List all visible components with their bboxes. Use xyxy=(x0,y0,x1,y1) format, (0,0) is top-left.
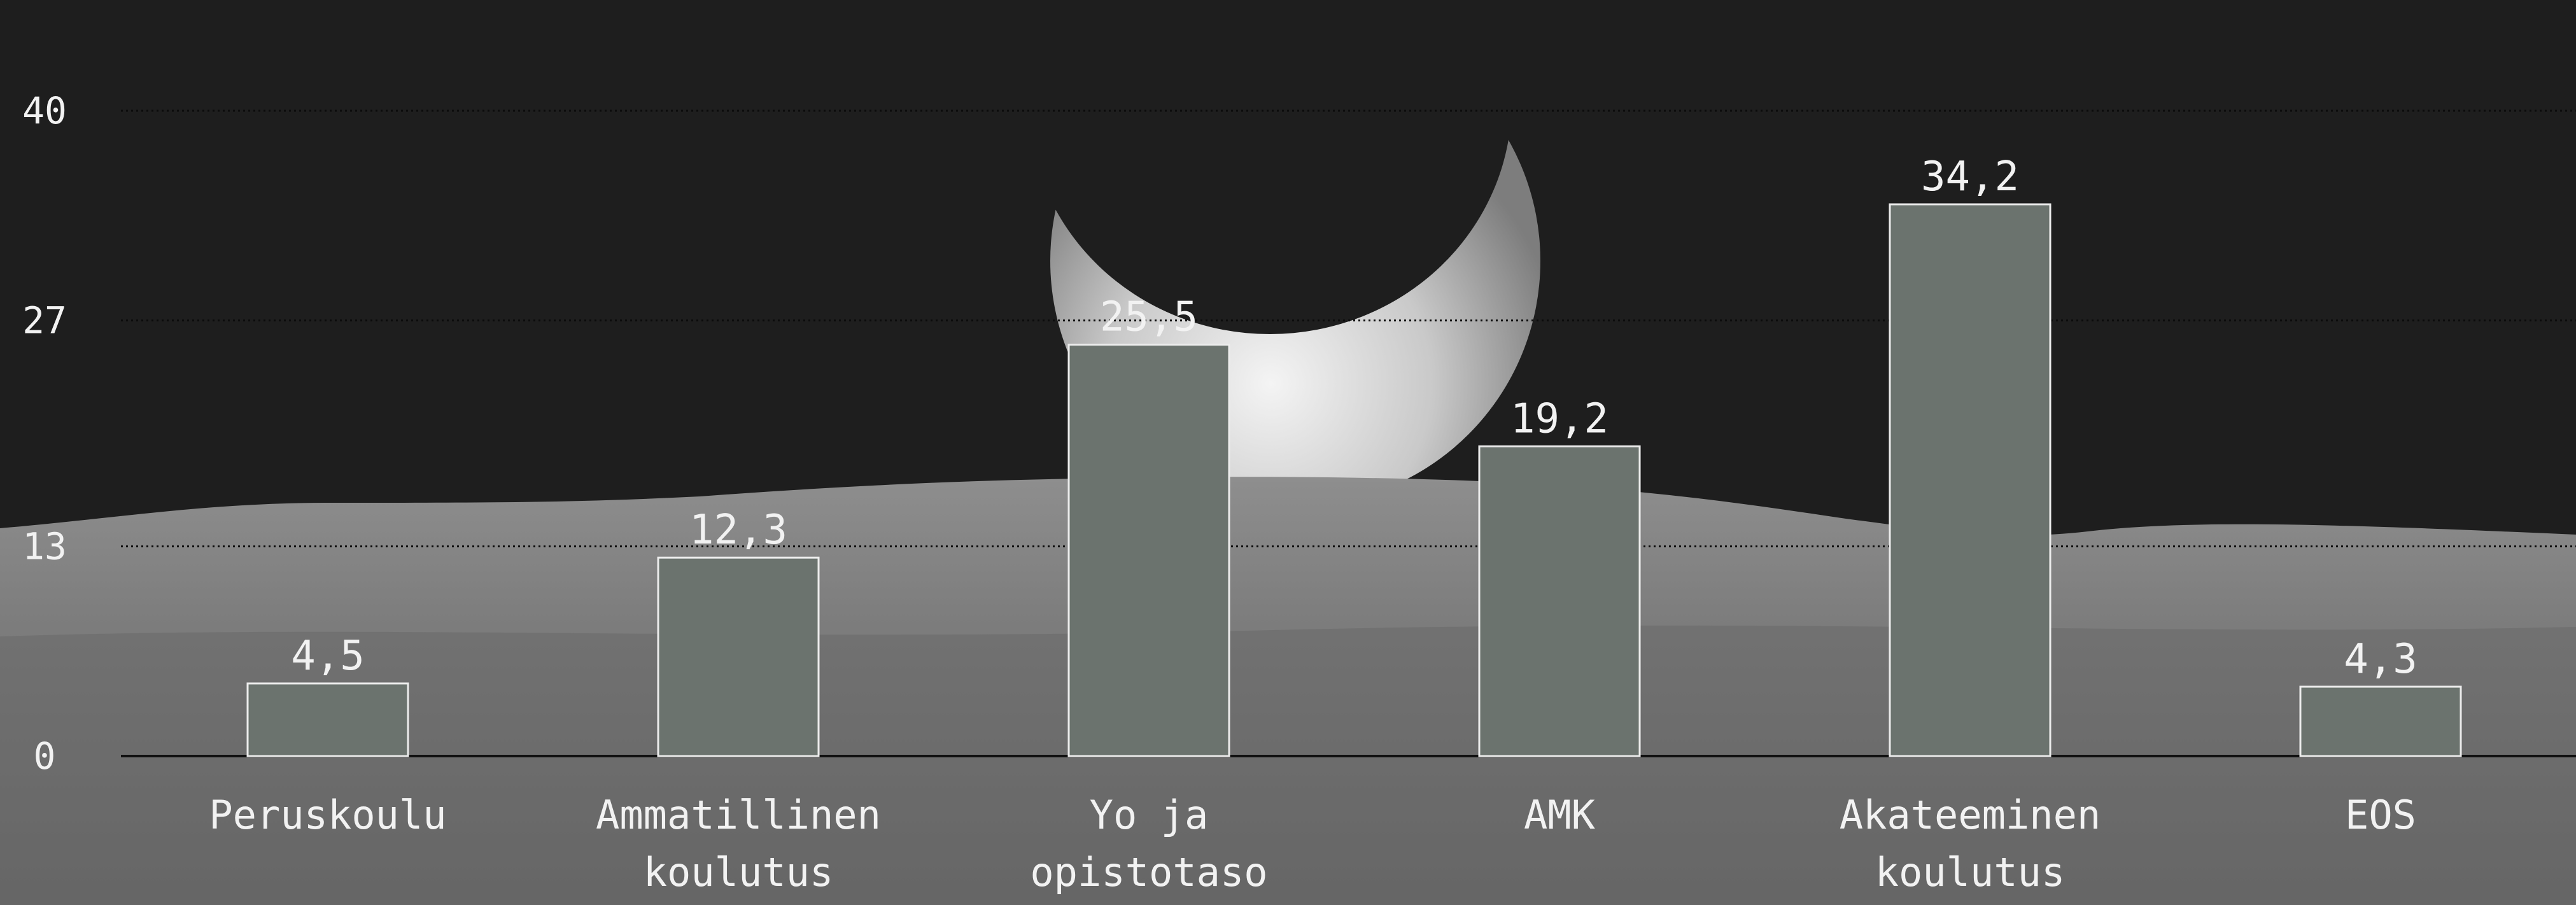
x-tick-label: Ammatillinen xyxy=(596,792,881,838)
bar xyxy=(246,682,409,757)
x-tick-label: EOS xyxy=(2345,792,2416,838)
bar xyxy=(1067,344,1230,757)
x-tick-label: Peruskoulu xyxy=(209,792,446,838)
x-tick-label: Akateeminen xyxy=(1840,792,2101,838)
y-axis: 0 13 27 40 xyxy=(22,89,2576,778)
bar xyxy=(1889,203,2052,757)
bar xyxy=(2299,685,2462,757)
x-tick-label: Yo ja xyxy=(1090,792,1209,838)
value-label: 4,5 xyxy=(291,633,365,680)
bars xyxy=(246,203,2462,757)
value-label: 34,2 xyxy=(1921,153,2019,200)
y-tick-label: 0 xyxy=(34,734,56,778)
moon-surface-shade xyxy=(0,625,2576,905)
value-label: 25,5 xyxy=(1100,294,1198,341)
x-tick-label: koulutus xyxy=(1875,849,2066,895)
x-tick-label: koulutus xyxy=(644,849,834,895)
y-tick-label: 40 xyxy=(22,89,67,132)
y-tick-label: 27 xyxy=(22,299,67,342)
x-tick-label: AMK xyxy=(1524,792,1596,838)
bar xyxy=(1478,445,1641,757)
value-label: 4,3 xyxy=(2344,636,2418,683)
value-labels: 4,5 12,3 25,5 19,2 34,2 4,3 xyxy=(291,153,2418,683)
x-axis: Peruskoulu Ammatillinen koulutus Yo ja opist… xyxy=(209,792,2416,895)
bar xyxy=(657,556,820,757)
x-tick-label: opistotaso xyxy=(1030,849,1267,895)
value-label: 19,2 xyxy=(1510,395,1608,442)
y-tick-label: 13 xyxy=(22,524,67,568)
value-label: 12,3 xyxy=(689,507,787,554)
grid-lines xyxy=(121,109,2576,547)
